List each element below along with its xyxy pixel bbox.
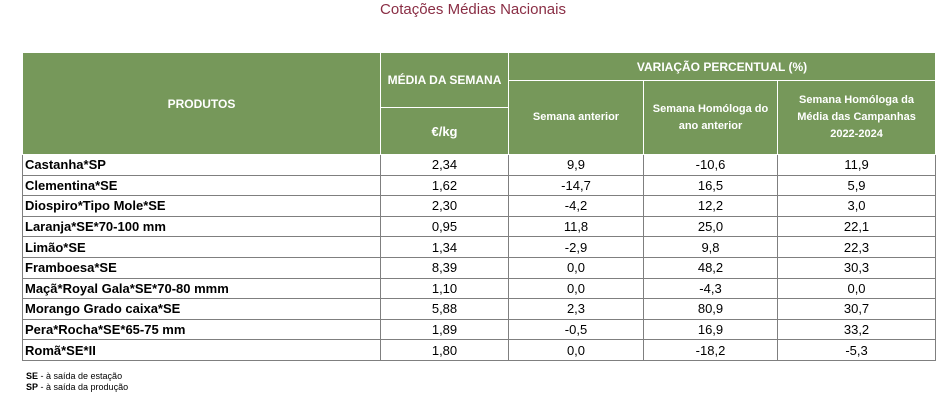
header-semana-anterior: Semana anterior — [508, 80, 644, 155]
media-cell: 2,30 — [380, 195, 509, 217]
semana-anterior-cell: -2,9 — [508, 236, 644, 258]
semana-homologa-cell: 80,9 — [643, 298, 778, 320]
media-cell: 2,34 — [380, 154, 509, 176]
semana-anterior-cell: 2,3 — [508, 298, 644, 320]
table-row: Pera*Rocha*SE*65-75 mm 1,89 -0,5 16,9 33,2 — [22, 318, 937, 341]
semana-homologa-cell: 9,8 — [643, 236, 778, 258]
page-title: Cotações Médias Nacionais — [380, 1, 566, 18]
product-name-cell: Clementina*SE — [22, 174, 381, 197]
product-name-cell: Castanha*SP — [22, 154, 381, 176]
table-row: Framboesa*SE 8,39 0,0 48,2 30,3 — [22, 256, 937, 279]
product-name-cell: Diospiro*Tipo Mole*SE — [22, 195, 381, 217]
semana-anterior-cell: -14,7 — [508, 174, 644, 197]
table-row: Morango Grado caixa*SE 5,88 2,3 80,9 30,7 — [22, 298, 937, 320]
product-name-cell: Laranja*SE*70-100 mm — [22, 215, 381, 238]
table-row: Limão*SE 1,34 -2,9 9,8 22,3 — [22, 236, 937, 258]
semana-homologa-cell: 25,0 — [643, 215, 778, 238]
media-cell: 8,39 — [380, 256, 509, 279]
semana-homologa-media-cell: 33,2 — [776, 318, 937, 341]
semana-homologa-cell: -10,6 — [643, 154, 778, 176]
table-row: Romã*SE*II 1,80 0,0 -18,2 -5,3 — [22, 339, 937, 361]
media-cell: 1,10 — [380, 277, 509, 300]
semana-anterior-cell: 0,0 — [508, 256, 644, 279]
product-name-cell: Limão*SE — [22, 236, 381, 258]
semana-homologa-cell: -18,2 — [643, 339, 778, 361]
footnote-sp: SP - à saída da produção — [26, 382, 129, 392]
media-cell: 1,34 — [380, 236, 509, 258]
semana-homologa-media-cell: 5,9 — [776, 174, 937, 197]
semana-homologa-media-cell: 30,3 — [776, 256, 937, 279]
product-name-cell: Maçã*Royal Gala*SE*70-80 mmm — [22, 277, 381, 300]
footnotes: SE - à saída de estação SP - à saída da … — [26, 371, 128, 393]
header-produtos: PRODUTOS — [22, 52, 381, 155]
product-name-cell: Framboesa*SE — [22, 256, 381, 279]
semana-anterior-cell: 11,8 — [508, 215, 644, 238]
quotes-table: PRODUTOS MÉDIA DA SEMANA VARIAÇÃO PERCEN… — [22, 52, 937, 361]
footnote-se: SE - à saída de estação — [26, 371, 123, 381]
semana-homologa-media-cell: 22,3 — [776, 236, 937, 258]
media-cell: 1,89 — [380, 318, 509, 341]
header-semana-homologa: Semana Homóloga do ano anterior — [643, 80, 778, 155]
semana-anterior-cell: -4,2 — [508, 195, 644, 217]
table-row: Laranja*SE*70-100 mm 0,95 11,8 25,0 22,1 — [22, 215, 937, 238]
semana-homologa-cell: 12,2 — [643, 195, 778, 217]
header-semana-homologa-media: Semana Homóloga da Média das Campanhas 2… — [776, 80, 937, 155]
product-name-cell: Pera*Rocha*SE*65-75 mm — [22, 318, 381, 341]
product-name-cell: Morango Grado caixa*SE — [22, 298, 381, 320]
semana-homologa-media-cell: 3,0 — [776, 195, 937, 217]
semana-homologa-cell: 16,5 — [643, 174, 778, 197]
table-row: Castanha*SP 2,34 9,9 -10,6 11,9 — [22, 154, 937, 176]
semana-homologa-cell: 48,2 — [643, 256, 778, 279]
semana-homologa-media-cell: -5,3 — [776, 339, 937, 361]
semana-homologa-cell: 16,9 — [643, 318, 778, 341]
semana-anterior-cell: 0,0 — [508, 277, 644, 300]
semana-homologa-media-cell: 30,7 — [776, 298, 937, 320]
semana-homologa-media-cell: 0,0 — [776, 277, 937, 300]
semana-homologa-media-cell: 11,9 — [776, 154, 937, 176]
table-row: Clementina*SE 1,62 -14,7 16,5 5,9 — [22, 174, 937, 197]
media-cell: 0,95 — [380, 215, 509, 238]
media-cell: 1,62 — [380, 174, 509, 197]
semana-homologa-cell: -4,3 — [643, 277, 778, 300]
semana-anterior-cell: -0,5 — [508, 318, 644, 341]
semana-anterior-cell: 9,9 — [508, 154, 644, 176]
table-row: Diospiro*Tipo Mole*SE 2,30 -4,2 12,2 3,0 — [22, 195, 937, 217]
header-unit: €/kg — [380, 107, 509, 155]
header-media-semana: MÉDIA DA SEMANA — [380, 52, 509, 108]
media-cell: 1,80 — [380, 339, 509, 361]
media-cell: 5,88 — [380, 298, 509, 320]
product-name-cell: Romã*SE*II — [22, 339, 381, 361]
header-variacao: VARIAÇÃO PERCENTUAL (%) — [507, 52, 937, 81]
semana-anterior-cell: 0,0 — [508, 339, 644, 361]
table-row: Maçã*Royal Gala*SE*70-80 mmm 1,10 0,0 -4,3 0… — [22, 277, 937, 300]
semana-homologa-media-cell: 22,1 — [776, 215, 937, 238]
